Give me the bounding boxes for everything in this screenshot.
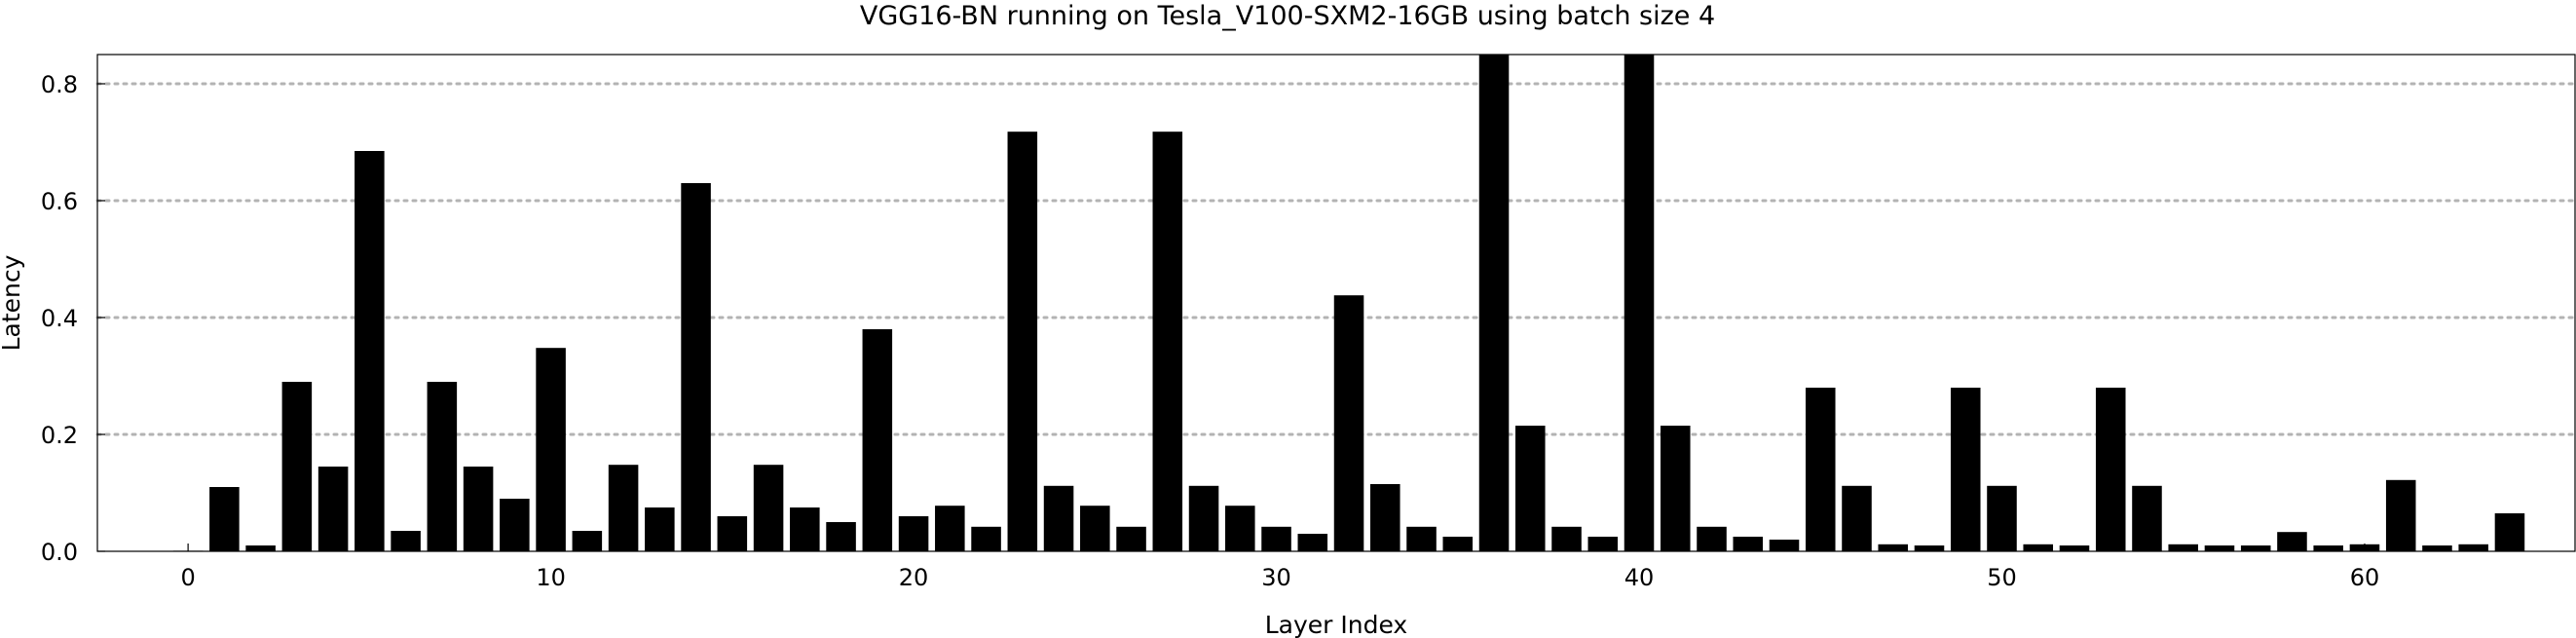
bar	[317, 467, 349, 551]
bar	[971, 526, 1001, 551]
bars	[172, 55, 2525, 551]
bar	[1333, 295, 1364, 551]
bar	[2095, 388, 2126, 551]
bar	[935, 506, 965, 551]
x-tick-label: 10	[536, 564, 566, 591]
bar	[2168, 544, 2198, 551]
bar	[717, 516, 748, 551]
bar	[1370, 484, 1400, 551]
bar	[1515, 426, 1546, 551]
y-axis-ticks: 0.0 0.2 0.4 0.6 0.8	[41, 71, 105, 566]
bar	[1007, 131, 1038, 551]
bar	[1697, 526, 1727, 551]
bar	[1152, 131, 1183, 551]
x-tick-label: 40	[1624, 564, 1655, 591]
x-axis-label: Layer Index	[1265, 611, 1407, 638]
bar	[1624, 55, 1655, 551]
bar	[1225, 506, 1255, 551]
x-tick-label: 20	[899, 564, 929, 591]
bar	[1043, 485, 1074, 551]
bar	[281, 382, 313, 551]
x-tick-label: 50	[1987, 564, 2017, 591]
bar	[2277, 532, 2307, 551]
bar	[2059, 545, 2090, 551]
bar	[1442, 537, 1474, 551]
bar	[1805, 388, 1836, 551]
bar	[427, 382, 458, 551]
bar	[2132, 485, 2162, 551]
y-tick-label: 0.4	[41, 305, 78, 332]
x-tick-label: 0	[180, 564, 195, 591]
bar	[1551, 526, 1582, 551]
bar	[209, 487, 240, 551]
bar	[463, 467, 494, 551]
chart-title: VGG16-BN running on Tesla_V100-SXM2-16GB…	[860, 1, 1715, 31]
bar	[1297, 534, 1328, 551]
bar	[1950, 388, 1981, 551]
bar	[1769, 540, 1800, 551]
bar	[1660, 426, 1691, 551]
bar	[572, 531, 603, 551]
bar	[500, 499, 530, 551]
bar	[536, 348, 566, 551]
bar	[2494, 513, 2525, 551]
x-tick-label: 30	[1261, 564, 1291, 591]
bar	[2023, 544, 2054, 551]
bar	[1406, 526, 1437, 551]
bar	[790, 507, 820, 551]
bar	[1080, 506, 1110, 551]
bar	[355, 151, 385, 551]
y-axis-label: Latency	[0, 254, 25, 351]
bar	[826, 522, 856, 551]
bar	[1987, 485, 2017, 551]
y-tick-label: 0.0	[41, 539, 78, 566]
bar	[1914, 545, 1945, 551]
bar	[681, 183, 711, 551]
bar	[1733, 537, 1764, 551]
bar	[2385, 479, 2416, 551]
bar	[1116, 526, 1146, 551]
bar	[1188, 485, 1219, 551]
bar	[391, 531, 421, 551]
y-tick-label: 0.6	[41, 188, 78, 215]
bar	[753, 465, 784, 551]
bar	[862, 329, 893, 551]
y-tick-label: 0.2	[41, 422, 78, 449]
bar	[1842, 485, 1872, 551]
bar	[2313, 545, 2343, 551]
bar	[2422, 545, 2452, 551]
bar	[1478, 55, 1510, 551]
x-axis-ticks: 0 10 20 30 40 50 60	[180, 544, 2379, 591]
bar	[608, 465, 639, 551]
bar	[2240, 545, 2271, 551]
bar	[2458, 544, 2488, 551]
y-tick-label: 0.8	[41, 71, 78, 98]
plot-frame	[96, 54, 2576, 552]
bar	[1878, 544, 1909, 551]
bar	[1587, 537, 1619, 551]
bar	[245, 545, 276, 551]
bar	[645, 507, 675, 551]
x-tick-label: 60	[2350, 564, 2380, 591]
bar	[2204, 545, 2235, 551]
